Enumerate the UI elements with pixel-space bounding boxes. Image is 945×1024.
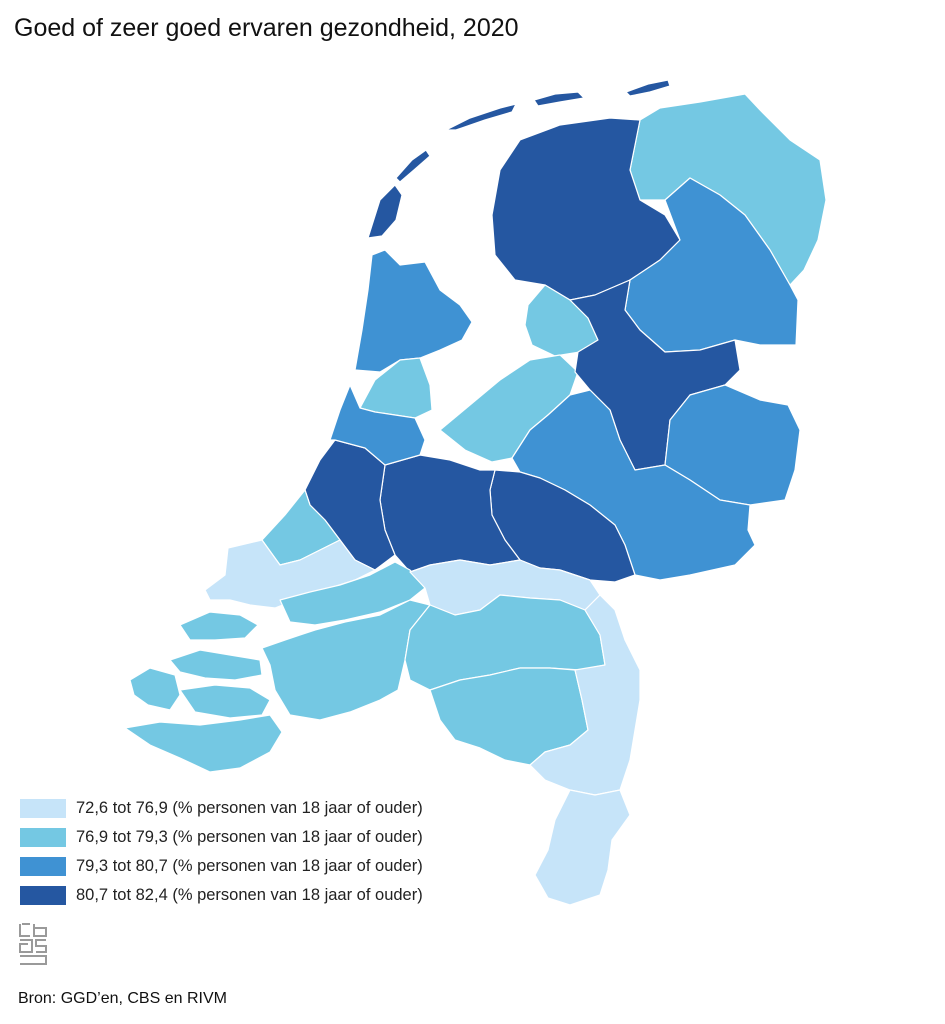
region-wadden-ameland[interactable]: [533, 91, 585, 107]
region-zeeland-walcheren[interactable]: [129, 667, 181, 711]
region-wadden-texel[interactable]: [367, 184, 403, 239]
region-zeeland-schouwen[interactable]: [169, 649, 263, 681]
legend-item: 72,6 tot 76,9 (% personen van 18 jaar of…: [20, 794, 423, 823]
region-zeeland-goeree[interactable]: [179, 611, 259, 641]
region-kennemerland-amsterdam[interactable]: [329, 384, 426, 466]
legend-label: 76,9 tot 79,3 (% personen van 18 jaar of…: [76, 828, 423, 846]
legend-label: 80,7 tot 82,4 (% personen van 18 jaar of…: [76, 886, 423, 904]
region-zeeland-vlaanderen[interactable]: [124, 714, 283, 773]
region-drenthe[interactable]: [624, 177, 799, 353]
region-zuid-limburg[interactable]: [534, 789, 631, 906]
region-wadden-terschelling[interactable]: [445, 103, 517, 131]
region-noord-holland-noord[interactable]: [354, 249, 473, 373]
region-zeeland-bevelanden[interactable]: [179, 684, 271, 719]
legend-swatch: [20, 886, 66, 905]
legend-swatch: [20, 799, 66, 818]
legend-swatch: [20, 857, 66, 876]
legend-item: 80,7 tot 82,4 (% personen van 18 jaar of…: [20, 881, 423, 910]
legend-label: 72,6 tot 76,9 (% personen van 18 jaar of…: [76, 799, 423, 817]
map-legend: 72,6 tot 76,9 (% personen van 18 jaar of…: [20, 794, 423, 910]
cbs-logo-icon: [19, 923, 47, 965]
region-wadden-schiermonnikoog[interactable]: [625, 79, 671, 97]
legend-item: 76,9 tot 79,3 (% personen van 18 jaar of…: [20, 823, 423, 852]
legend-item: 79,3 tot 80,7 (% personen van 18 jaar of…: [20, 852, 423, 881]
map-title: Goed of zeer goed ervaren gezondheid, 20…: [14, 14, 519, 42]
legend-swatch: [20, 828, 66, 847]
region-wadden-vlieland[interactable]: [395, 149, 431, 183]
legend-label: 79,3 tot 80,7 (% personen van 18 jaar of…: [76, 857, 423, 875]
source-note: Bron: GGD’en, CBS en RIVM: [18, 990, 227, 1007]
